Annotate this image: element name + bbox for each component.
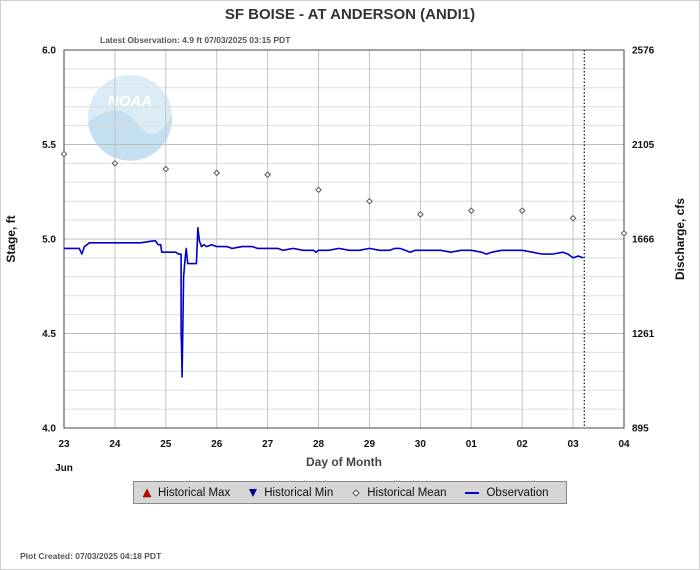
x-tick-label: 26 bbox=[211, 439, 223, 450]
historical-mean-point bbox=[467, 207, 475, 214]
legend-item-observation: Observation bbox=[464, 486, 549, 499]
historical-mean-point bbox=[213, 169, 221, 177]
x-tick-label: 04 bbox=[618, 439, 630, 450]
x-month-label: Jun bbox=[55, 463, 73, 474]
x-tick-label: 27 bbox=[262, 439, 274, 450]
historical-mean-point bbox=[569, 214, 577, 222]
legend-label: Observation bbox=[486, 486, 549, 499]
historical-mean-point bbox=[315, 186, 322, 194]
x-axis-label: Day of Month bbox=[306, 455, 382, 469]
chart-title: SF BOISE - AT ANDERSON (ANDI1) bbox=[225, 6, 475, 23]
historical-mean-point bbox=[264, 171, 271, 179]
plot-area-border bbox=[63, 49, 625, 429]
y-right-tick-label: 2576 bbox=[632, 46, 655, 57]
noaa-logo-wave bbox=[88, 110, 173, 161]
line-icon bbox=[465, 491, 480, 494]
plot-created-footer: Plot Created: 07/03/2025 04:18 PDT bbox=[20, 551, 162, 561]
legend-label: Historical Min bbox=[264, 486, 334, 499]
y-right-tick-label: 2105 bbox=[632, 140, 655, 151]
triangle-up-icon bbox=[142, 487, 152, 497]
x-tick-label: 30 bbox=[415, 439, 427, 450]
legend-label: Historical Max bbox=[158, 486, 231, 499]
y-left-tick-label: 4.0 bbox=[42, 424, 56, 435]
x-tick-label: 25 bbox=[160, 439, 172, 450]
y-right-tick-label: 895 bbox=[632, 424, 649, 435]
noaa-logo-text: NOAA bbox=[108, 93, 152, 110]
legend-item-historical-max: Historical Max bbox=[142, 487, 230, 499]
x-tick-label: 28 bbox=[313, 439, 325, 450]
x-tick-label: 29 bbox=[364, 439, 376, 450]
y-left-axis-label: Stage, ft bbox=[4, 215, 18, 262]
legend-label: Historical Mean bbox=[367, 486, 447, 499]
x-tick-label: 24 bbox=[109, 439, 121, 450]
legend: Historical Max Historical Min Historical… bbox=[133, 481, 567, 504]
y-right-tick-label: 1261 bbox=[632, 329, 655, 340]
legend-item-historical-mean: Historical Mean bbox=[351, 487, 446, 499]
observation-series-line bbox=[64, 226, 584, 378]
historical-mean-point bbox=[60, 150, 68, 158]
historical-mean-point bbox=[620, 230, 628, 237]
y-left-tick-label: 5.5 bbox=[42, 140, 56, 151]
y-right-axis-label: Discharge, cfs bbox=[673, 198, 687, 280]
historical-mean-point bbox=[162, 165, 170, 173]
historical-mean-point bbox=[518, 207, 526, 214]
historical-mean-point bbox=[111, 160, 119, 167]
x-tick-label: 23 bbox=[58, 439, 70, 450]
x-tick-label: 03 bbox=[568, 439, 580, 450]
y-right-tick-label: 1666 bbox=[632, 235, 655, 246]
chart-subtitle: Latest Observation: 4.9 ft 07/03/2025 03… bbox=[100, 35, 291, 45]
x-tick-label: 01 bbox=[466, 439, 478, 450]
y-left-tick-label: 4.5 bbox=[42, 329, 56, 340]
diamond-icon bbox=[352, 488, 360, 497]
legend-item-historical-min: Historical Min bbox=[248, 487, 333, 499]
x-tick-label: 02 bbox=[517, 439, 529, 450]
y-left-tick-label: 6.0 bbox=[42, 46, 56, 57]
historical-mean-point bbox=[417, 211, 424, 218]
triangle-down-icon bbox=[249, 488, 258, 497]
y-left-tick-label: 5.0 bbox=[42, 235, 56, 246]
historical-mean-point bbox=[366, 197, 373, 205]
